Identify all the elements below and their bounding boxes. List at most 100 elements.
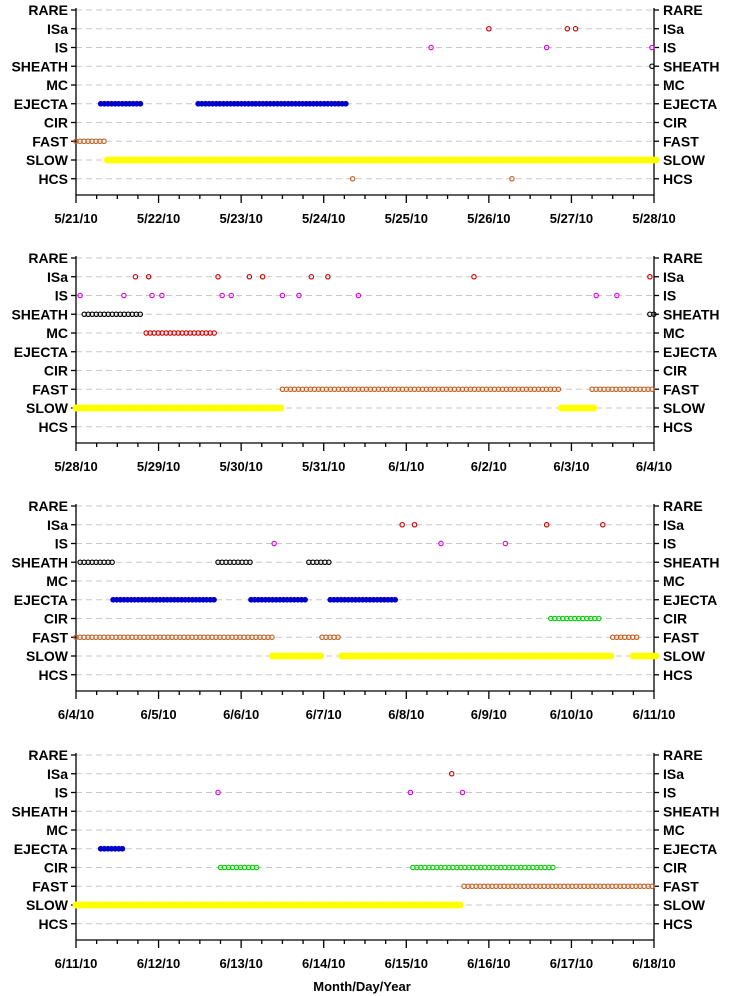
- point-isa: [246, 273, 253, 280]
- y-label-left-hcs: HCS: [38, 667, 68, 683]
- y-label-left-mc: MC: [46, 822, 68, 838]
- x-tick-label: 6/17/10: [550, 956, 593, 971]
- panel-2: RARE RARE ISa ISa IS IS SHEATH SHEATH MC MC EJECTA…: [11, 250, 719, 474]
- y-label-left-mc: MC: [46, 325, 68, 341]
- y-label-right-isa: ISa: [663, 269, 684, 285]
- y-label-right-mc: MC: [663, 822, 685, 838]
- x-tick-label: 5/28/10: [632, 211, 675, 226]
- x-tick-label: 5/31/10: [302, 459, 345, 474]
- y-label-right-sheath: SHEATH: [663, 306, 720, 322]
- y-label-left-mc: MC: [46, 573, 68, 589]
- marker-fast: [649, 883, 655, 889]
- y-label-left-cir: CIR: [44, 860, 68, 876]
- point-is: [593, 292, 599, 299]
- y-label-left-fast: FAST: [32, 878, 68, 894]
- y-label-left-ejecta: EJECTA: [14, 841, 68, 857]
- y-label-right-ejecta: EJECTA: [663, 344, 717, 360]
- y-label-left-ejecta: EJECTA: [14, 344, 68, 360]
- point-isa: [572, 25, 579, 32]
- point-is: [149, 292, 155, 299]
- segment-cir: [217, 864, 260, 871]
- marker-fast: [269, 634, 275, 640]
- marker-fast: [633, 634, 640, 640]
- panel-3: RARE RARE ISa ISa IS IS SHEATH SHEATH MC MC EJECTA…: [11, 498, 719, 722]
- segment-ejecta: [195, 100, 349, 107]
- x-tick-label: 6/6/10: [223, 707, 259, 722]
- y-label-left-cir: CIR: [44, 363, 68, 379]
- point-isa: [308, 273, 315, 280]
- marker-slow: [652, 652, 660, 660]
- y-label-right-sheath: SHEATH: [663, 803, 720, 819]
- point-isa: [399, 521, 405, 528]
- y-label-left-sheath: SHEATH: [11, 58, 68, 74]
- marker-cir: [550, 864, 556, 871]
- y-label-left-rare: RARE: [28, 250, 68, 266]
- x-tick-label: 6/12/10: [137, 956, 180, 971]
- y-label-left-is: IS: [55, 40, 68, 56]
- y-label-right-cir: CIR: [663, 611, 687, 627]
- segment-slow: [72, 901, 464, 909]
- point-isa: [543, 521, 550, 528]
- y-label-left-rare: RARE: [28, 747, 68, 763]
- x-tick-label: 5/22/10: [137, 211, 180, 226]
- x-tick-label: 6/4/10: [636, 459, 672, 474]
- y-label-left-mc: MC: [46, 77, 68, 93]
- point-hcs: [509, 176, 515, 182]
- x-tick-label: 6/2/10: [471, 459, 507, 474]
- y-label-right-is: IS: [663, 288, 676, 304]
- x-tick-label: 6/7/10: [306, 707, 342, 722]
- segment-ejecta: [97, 845, 126, 852]
- marker-ejecta: [137, 100, 144, 107]
- y-label-right-slow: SLOW: [663, 648, 706, 664]
- y-label-right-mc: MC: [663, 77, 685, 93]
- y-label-left-sheath: SHEATH: [11, 803, 68, 819]
- marker-slow: [590, 404, 598, 412]
- marker-ejecta: [119, 845, 126, 852]
- point-isa: [471, 273, 477, 280]
- y-label-right-is: IS: [663, 40, 676, 56]
- x-tick-label: 5/24/10: [302, 211, 345, 226]
- marker-slow: [317, 652, 325, 660]
- y-label-right-mc: MC: [663, 573, 685, 589]
- y-label-left-is: IS: [55, 785, 68, 801]
- y-label-right-fast: FAST: [663, 629, 699, 645]
- marker-ejecta: [392, 596, 399, 603]
- y-label-right-mc: MC: [663, 325, 685, 341]
- y-label-left-cir: CIR: [44, 115, 68, 131]
- segment-sheath: [306, 559, 332, 565]
- segment-slow: [558, 404, 598, 412]
- x-tick-label: 6/16/10: [467, 956, 510, 971]
- x-tick-label: 6/14/10: [302, 956, 345, 971]
- segment-fast: [73, 634, 275, 640]
- y-label-left-fast: FAST: [32, 629, 68, 645]
- y-label-right-ejecta: EJECTA: [663, 96, 717, 112]
- segment-fast: [461, 883, 655, 889]
- marker-mc: [211, 330, 217, 336]
- segment-slow: [629, 652, 660, 660]
- marker-fast: [101, 138, 107, 145]
- segment-slow: [103, 156, 660, 164]
- point-is: [407, 789, 414, 796]
- segment-sheath: [647, 311, 657, 317]
- x-tick-label: 6/8/10: [388, 707, 424, 722]
- marker-sheath: [247, 559, 253, 565]
- y-label-left-hcs: HCS: [38, 916, 68, 932]
- segment-sheath: [215, 559, 253, 565]
- marker-cir: [253, 864, 260, 871]
- y-label-left-is: IS: [55, 536, 68, 552]
- segment-fast: [319, 634, 341, 640]
- y-label-left-isa: ISa: [47, 269, 68, 285]
- y-label-left-rare: RARE: [28, 498, 68, 514]
- y-label-left-sheath: SHEATH: [11, 554, 68, 570]
- x-tick-label: 6/13/10: [219, 956, 262, 971]
- segment-ejecta: [110, 596, 217, 603]
- marker-ejecta: [211, 596, 217, 603]
- segment-ejecta: [327, 596, 399, 603]
- x-tick-label: 5/25/10: [385, 211, 428, 226]
- segment-slow: [72, 404, 285, 412]
- y-label-left-slow: SLOW: [26, 152, 69, 168]
- y-label-right-rare: RARE: [663, 747, 703, 763]
- y-label-right-slow: SLOW: [663, 152, 706, 168]
- y-label-right-rare: RARE: [663, 2, 703, 18]
- marker-slow: [652, 156, 660, 164]
